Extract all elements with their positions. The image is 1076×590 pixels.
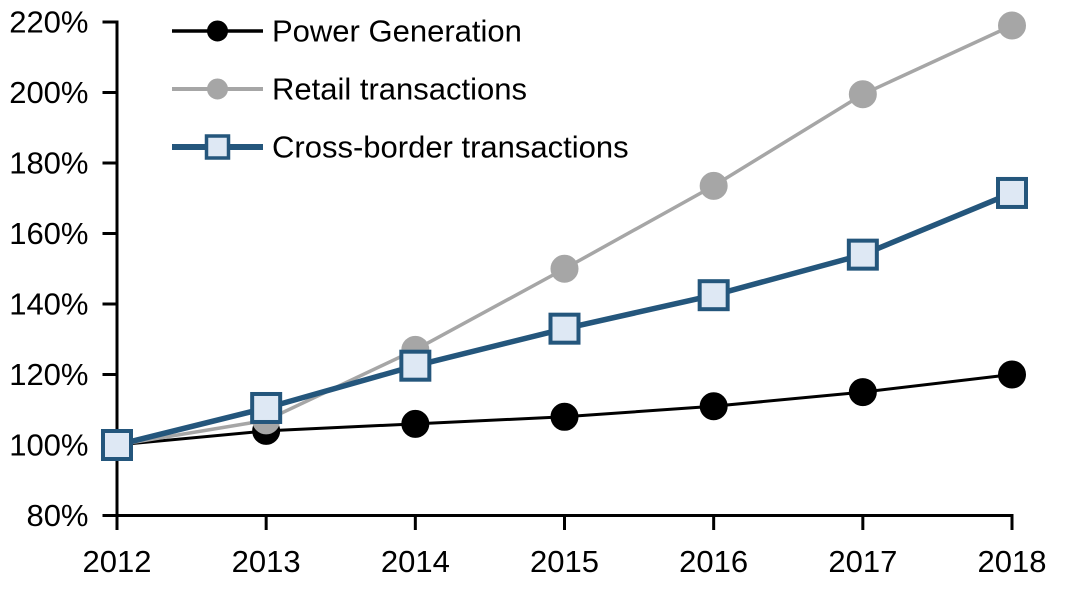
legend-marker-square [204,134,231,160]
y-axis-tick-label: 120% [9,357,88,392]
data-point-circle [550,254,579,283]
data-point-square [250,391,283,424]
data-point-square [101,429,133,461]
data-point-circle [550,402,579,431]
y-axis-tick-label: 220% [9,5,88,40]
data-point-square [548,312,581,345]
x-axis-tick-label: 2013 [232,544,301,579]
y-axis-tick-label: 180% [9,146,88,181]
legend-label: Power Generation [272,14,522,49]
x-axis-tick-label: 2014 [381,544,450,579]
data-point-circle [401,409,430,438]
y-axis-tick-label: 100% [9,428,88,463]
y-axis-tick-label: 140% [9,287,88,322]
legend-marker-circle [207,78,228,100]
x-axis-tick-label: 2017 [828,544,897,579]
data-point-square [399,349,432,382]
x-axis-tick-label: 2018 [978,544,1047,579]
data-point-square [846,238,879,271]
data-point-circle [998,11,1026,40]
data-point-square [697,279,730,312]
data-point-circle [699,171,728,200]
y-axis-tick-label: 200% [9,75,88,110]
x-axis-tick-label: 2012 [83,544,152,579]
data-point-circle [699,392,728,421]
x-axis-tick-label: 2015 [530,544,599,579]
legend-label: Cross-border transactions [272,130,629,165]
legend-marker-circle [207,20,228,42]
data-point-circle [998,360,1026,389]
x-axis-tick-label: 2016 [679,544,748,579]
data-point-circle [848,80,877,109]
data-point-square [996,176,1028,209]
y-axis-tick-label: 80% [26,498,88,533]
legend-label: Retail transactions [272,72,527,107]
data-point-circle [848,378,877,407]
y-axis-tick-label: 160% [9,216,88,251]
